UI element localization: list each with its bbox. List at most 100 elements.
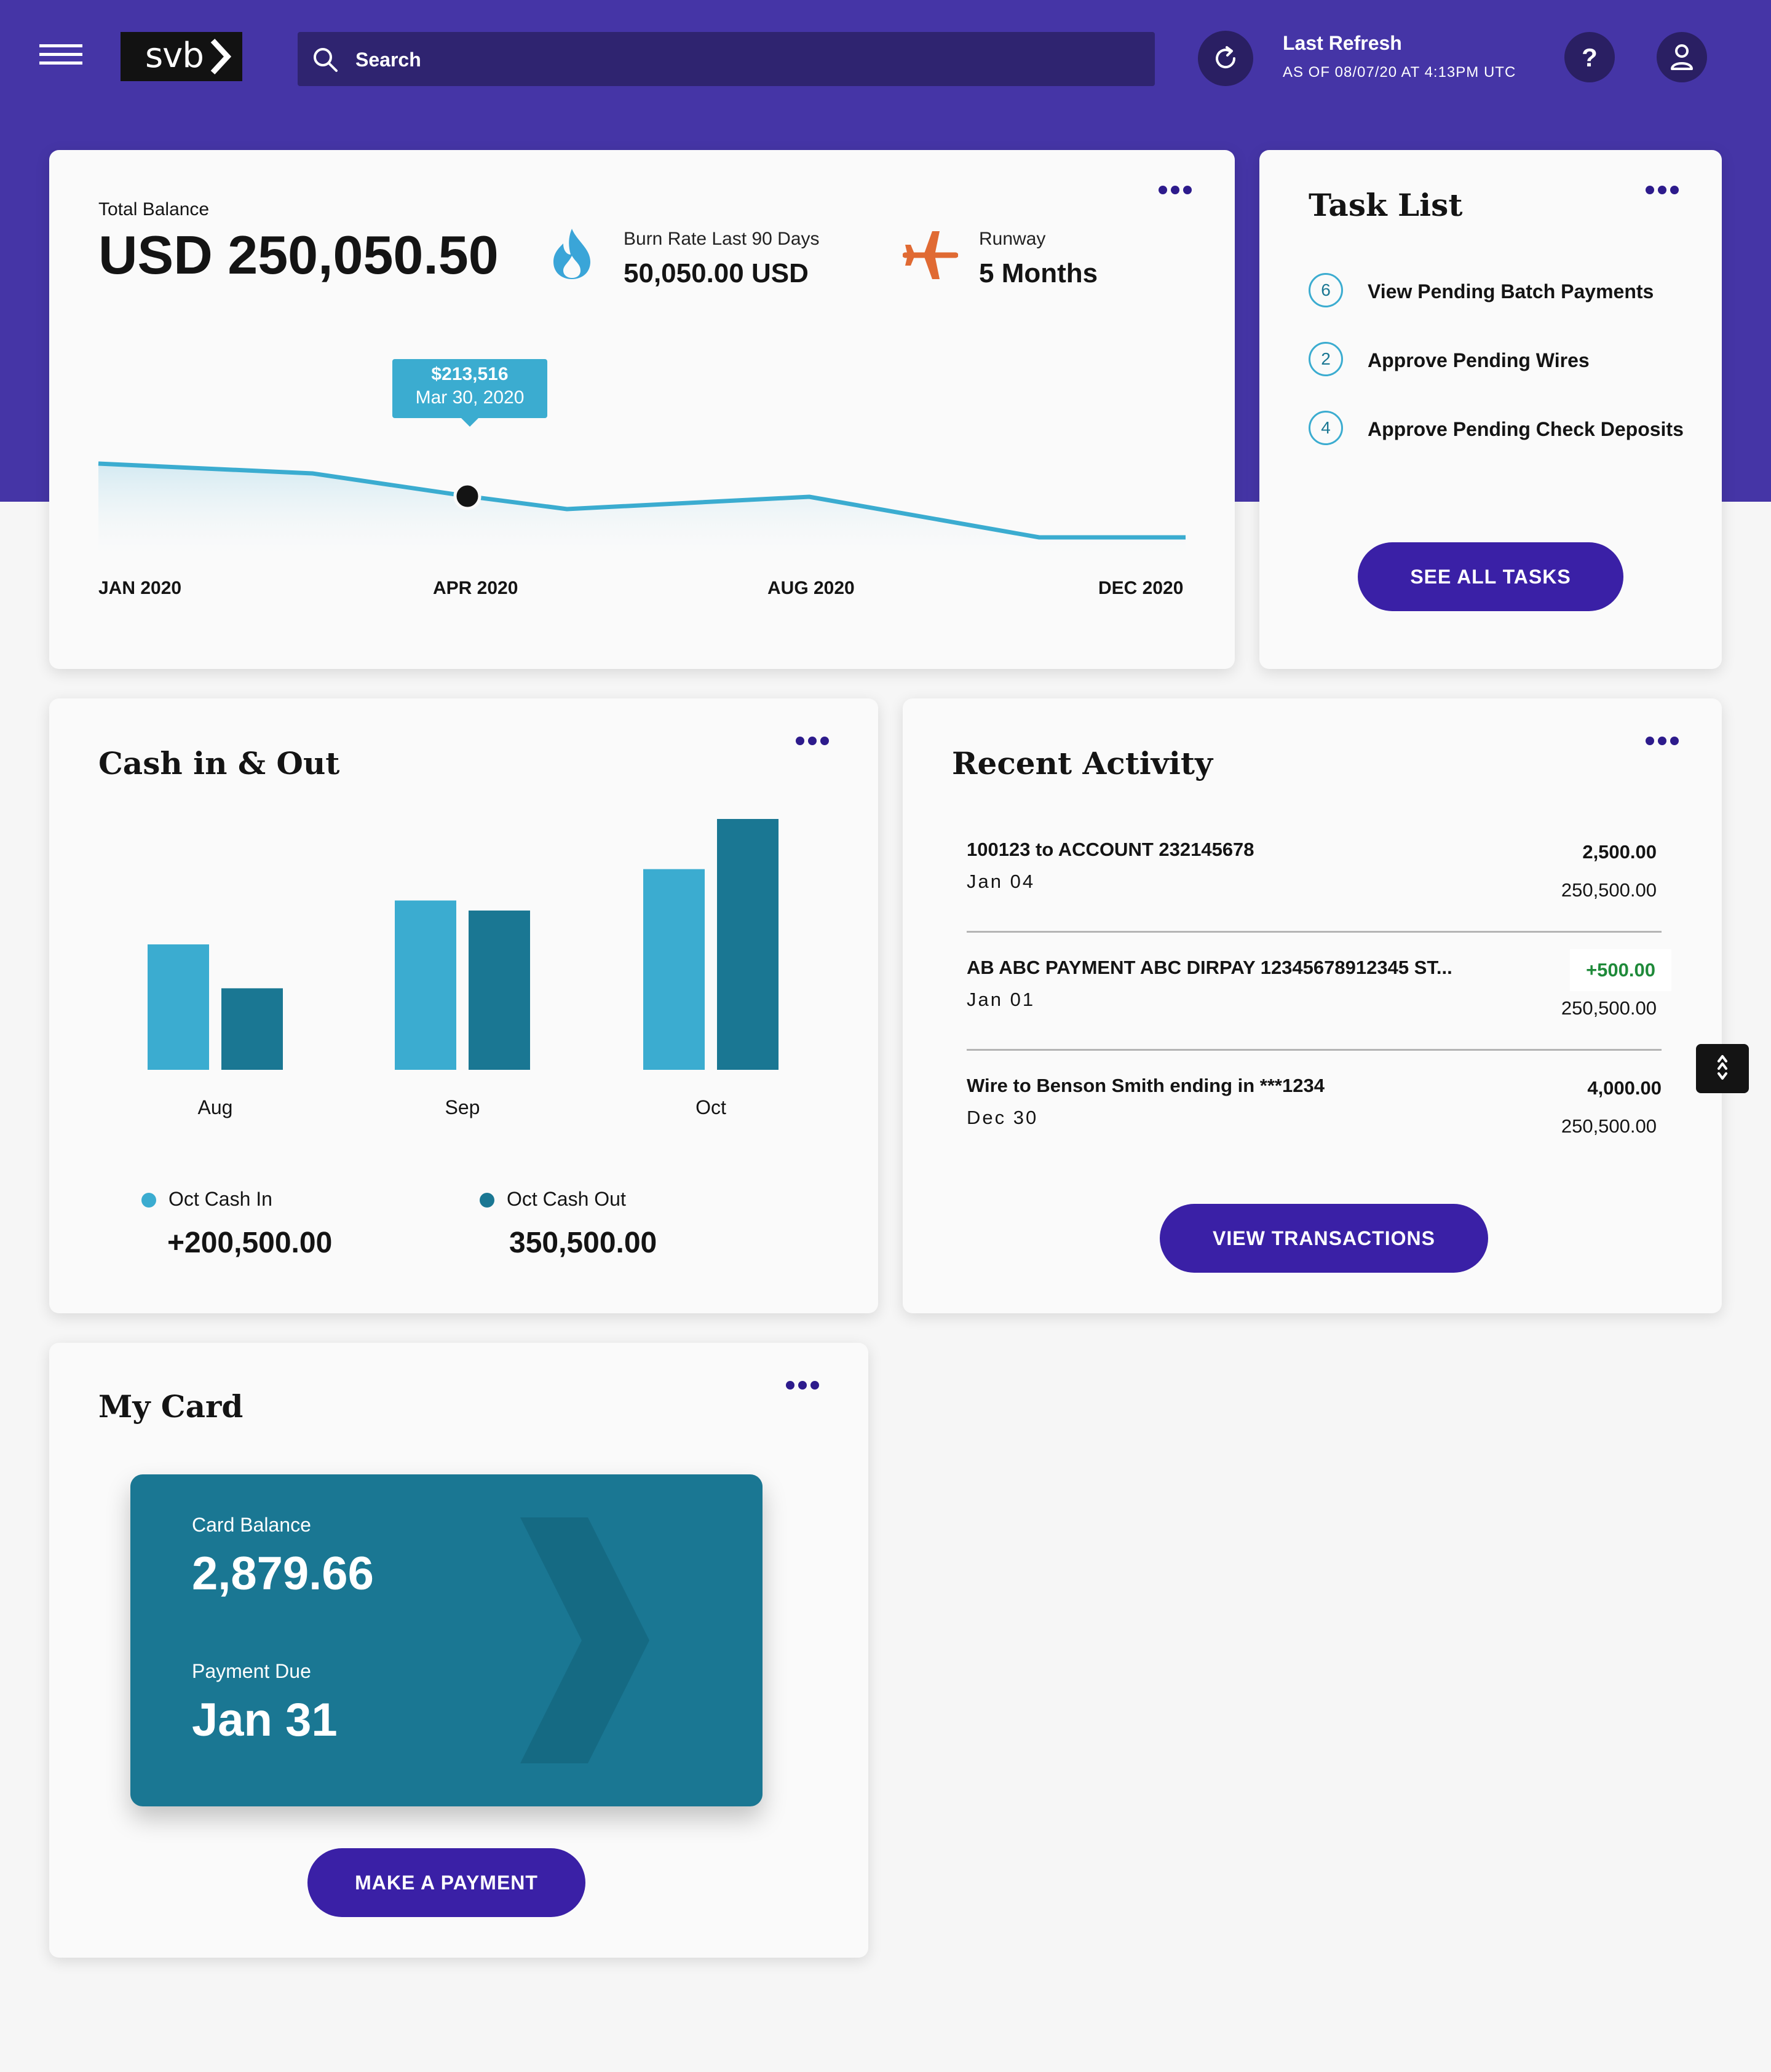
help-icon: ? — [1582, 43, 1598, 72]
flame-icon — [553, 229, 590, 279]
recent-activity-card: Recent Activity 100123 to ACCOUNT 232145… — [903, 698, 1722, 1313]
activity-more-icon[interactable] — [1646, 737, 1679, 745]
balance-line — [98, 461, 1186, 540]
x-label-jan: JAN 2020 — [98, 578, 182, 598]
refresh-button[interactable] — [1198, 31, 1253, 86]
activity-balance: 250,500.00 — [1561, 879, 1657, 901]
see-all-tasks-button[interactable]: SEE ALL TASKS — [1358, 542, 1623, 611]
cash-chart: Aug Sep Oct — [148, 819, 779, 1118]
search-icon — [314, 48, 338, 72]
make-payment-button[interactable]: MAKE A PAYMENT — [307, 1848, 585, 1917]
activity-divider — [967, 931, 1662, 933]
bar-sep-cash-in — [395, 900, 456, 1070]
cash-out-value: 350,500.00 — [509, 1227, 657, 1259]
activity-row[interactable]: AB ABC PAYMENT ABC DIRPAY 12345678912345… — [967, 949, 1671, 1051]
tooltip-value: $213,516 — [431, 364, 509, 384]
bar-label-oct: Oct — [695, 1096, 726, 1118]
bar-sep-cash-out — [469, 910, 530, 1070]
task-count-badge: 2 — [1309, 342, 1343, 376]
cash-out-dot — [480, 1193, 494, 1208]
view-transactions-button[interactable]: VIEW TRANSACTIONS — [1160, 1204, 1488, 1273]
search-bar[interactable] — [298, 32, 1155, 86]
cash-in-value: +200,500.00 — [167, 1227, 333, 1259]
activity-row[interactable]: 100123 to ACCOUNT 232145678 Jan 04 2,500… — [967, 839, 1662, 933]
profile-button[interactable] — [1657, 32, 1707, 82]
activity-amount: 4,000.00 — [1587, 1077, 1662, 1099]
burn-rate-value: 50,050.00 USD — [624, 258, 809, 288]
cash-more-icon[interactable] — [796, 737, 829, 745]
total-balance-label: Total Balance — [98, 199, 210, 219]
bar-aug-cash-out — [221, 988, 283, 1070]
bar-label-sep: Sep — [445, 1096, 480, 1118]
cash-in-dot — [141, 1193, 156, 1208]
total-balance-value: USD 250,050.50 — [98, 224, 499, 285]
logo-chevron-icon — [210, 38, 231, 75]
last-refresh-label: Last Refresh — [1283, 32, 1402, 54]
bar-oct-cash-out — [717, 819, 779, 1070]
chart-tooltip: $213,516 Mar 30, 2020 — [392, 359, 547, 427]
x-label-dec: DEC 2020 — [1098, 578, 1184, 598]
cash-in-out-card: Cash in & Out Aug Sep Oct Oct Cash In +200… — [49, 698, 878, 1313]
task-label: Approve Pending Check Deposits — [1368, 418, 1684, 440]
task-item[interactable]: 4 Approve Pending Check Deposits — [1309, 411, 1702, 450]
menu-icon[interactable] — [39, 42, 82, 66]
activity-divider — [967, 1049, 1662, 1051]
cash-in-label: Oct Cash In — [168, 1188, 272, 1210]
task-count-badge: 6 — [1309, 273, 1343, 307]
task-label: Approve Pending Wires — [1368, 349, 1590, 371]
scroll-top-button[interactable] — [1696, 1044, 1749, 1093]
double-chevron-icon — [1718, 1055, 1727, 1080]
svb-logo[interactable]: svb — [121, 32, 242, 81]
bar-oct-cash-in — [643, 869, 705, 1070]
burn-rate-label: Burn Rate Last 90 Days — [624, 229, 820, 249]
activity-balance: 250,500.00 — [1561, 997, 1657, 1019]
activity-description: AB ABC PAYMENT ABC DIRPAY 12345678912345… — [967, 957, 1452, 978]
user-icon — [1671, 44, 1693, 70]
task-item[interactable]: 2 Approve Pending Wires — [1309, 342, 1702, 381]
activity-description: Wire to Benson Smith ending in ***1234 — [967, 1075, 1325, 1096]
balance-more-icon[interactable] — [1159, 186, 1192, 194]
cash-title: Cash in & Out — [98, 745, 340, 781]
balance-chart — [98, 461, 1186, 556]
task-label: View Pending Batch Payments — [1368, 280, 1654, 302]
activity-row[interactable]: Wire to Benson Smith ending in ***1234 D… — [967, 1075, 1662, 1167]
credit-card-panel[interactable]: Card Balance 2,879.66 Payment Due Jan 31 — [130, 1474, 763, 1806]
search-input[interactable] — [354, 42, 1131, 77]
card-balance-value: 2,879.66 — [192, 1548, 374, 1600]
balance-card: Total Balance USD 250,050.50 Burn Rate L… — [49, 150, 1235, 669]
tooltip-date: Mar 30, 2020 — [415, 387, 525, 408]
card-chevron-icon — [520, 1517, 649, 1763]
last-refresh-value: AS OF 08/07/20 AT 4:13PM UTC — [1283, 64, 1516, 81]
task-item[interactable]: 6 View Pending Batch Payments — [1309, 273, 1702, 312]
task-list-card: Task List 6 View Pending Batch Payments … — [1259, 150, 1722, 669]
tasks-more-icon[interactable] — [1646, 186, 1679, 194]
payment-due-label: Payment Due — [192, 1660, 311, 1682]
task-list-title: Task List — [1309, 187, 1463, 223]
refresh-icon — [1216, 46, 1236, 69]
logo-text: svb — [145, 36, 204, 76]
payment-due-value: Jan 31 — [192, 1694, 338, 1746]
cash-out-label: Oct Cash Out — [507, 1188, 626, 1210]
mycard-more-icon[interactable] — [786, 1381, 819, 1390]
my-card-card: My Card Card Balance 2,879.66 Payment Du… — [49, 1343, 868, 1958]
activity-amount: 2,500.00 — [1582, 841, 1657, 863]
help-button[interactable]: ? — [1564, 32, 1615, 82]
activity-balance: 250,500.00 — [1561, 1115, 1657, 1137]
activity-amount-positive: +500.00 — [1570, 949, 1671, 991]
runway-label: Runway — [979, 229, 1046, 249]
card-balance-label: Card Balance — [192, 1514, 311, 1536]
balance-highlight-point — [453, 482, 481, 510]
x-label-apr: APR 2020 — [433, 578, 518, 598]
task-count-badge: 4 — [1309, 411, 1343, 445]
airplane-icon — [903, 231, 958, 279]
balance-area-fill — [98, 464, 1186, 556]
runway-value: 5 Months — [979, 258, 1098, 288]
activity-date: Dec 30 — [967, 1107, 1039, 1128]
mycard-title: My Card — [98, 1388, 244, 1425]
bar-aug-cash-in — [148, 944, 209, 1070]
activity-title: Recent Activity — [952, 745, 1213, 781]
activity-description: 100123 to ACCOUNT 232145678 — [967, 839, 1254, 860]
activity-date: Jan 01 — [967, 989, 1036, 1010]
bar-label-aug: Aug — [198, 1096, 233, 1118]
activity-date: Jan 04 — [967, 871, 1036, 892]
